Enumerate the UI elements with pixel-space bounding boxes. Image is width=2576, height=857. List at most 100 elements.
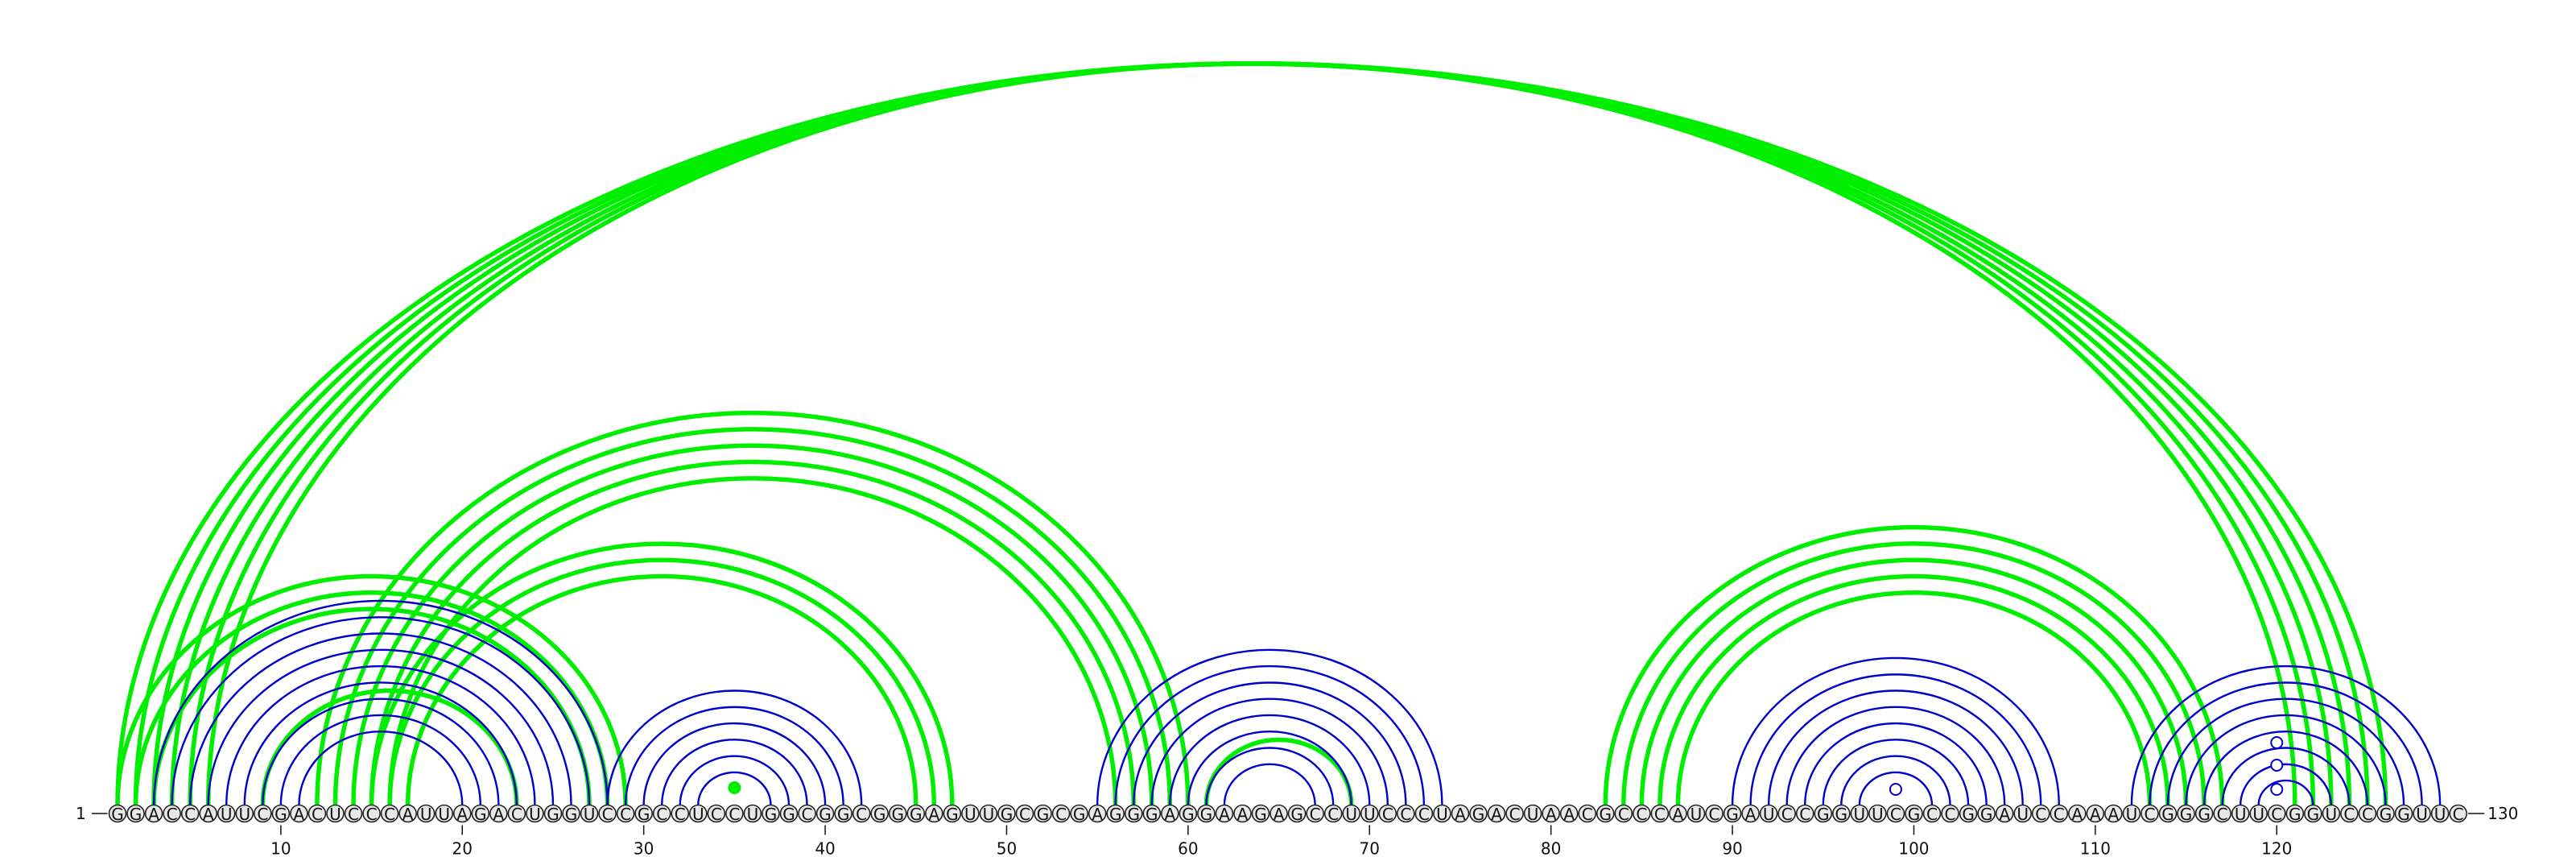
green-arc-9-23 (260, 688, 519, 805)
nucleotide-14: C (348, 805, 359, 824)
nucleotide-110: A (2090, 805, 2101, 824)
nucleotide-117: C (2217, 805, 2228, 824)
green-arc-84-116 (1621, 541, 2207, 805)
tick-label-90: 90 (1722, 839, 1742, 857)
nucleotide-127: G (2397, 805, 2410, 824)
nucleotide-105: A (1999, 805, 2010, 824)
green-arc-17-45 (405, 573, 919, 805)
nucleotide-125: C (2362, 805, 2373, 824)
nucleotide-76: G (1472, 805, 1485, 824)
green-arc-87-113 (1675, 590, 2153, 805)
nucleotide-59: A (1164, 805, 1175, 824)
nucleotide-circle-33 (688, 804, 708, 823)
nucleotide-circle-58 (1142, 804, 1162, 823)
nucleotide-18: U (420, 805, 432, 824)
blue-arc-28-42 (606, 689, 863, 805)
nucleotide-66: G (1290, 805, 1303, 824)
nucleotide-106: U (2017, 805, 2029, 824)
nucleotide-12: C (312, 805, 323, 824)
backbone: 1 130 (76, 804, 2518, 823)
nucleotide-9: C (257, 805, 268, 824)
nucleotide-circle-121 (2285, 804, 2305, 823)
green-arc-1-126 (115, 61, 2388, 805)
nucleotide-circle-97 (1850, 804, 1869, 823)
nucleotide-circle-29 (616, 804, 635, 823)
nucleotide-circle-114 (2158, 804, 2178, 823)
nucleotide-46: A (928, 805, 939, 824)
nucleotide-circle-3 (144, 804, 163, 823)
nucleotide-circle-126 (2376, 804, 2395, 823)
green-arc-1-29 (115, 573, 628, 805)
blue-arc-115-126 (2185, 714, 2387, 805)
nucleotide-55: A (1092, 805, 1103, 824)
nucleotide-17: A (402, 805, 414, 824)
nucleotide-119: U (2252, 805, 2264, 824)
nucleotide-42: C (856, 805, 867, 824)
nucleotide-22: A (493, 805, 504, 824)
nucleotide-circle-71 (1378, 804, 1397, 823)
nucleotide-circle-68 (1323, 804, 1343, 823)
nucleotide-circle-93 (1777, 804, 1796, 823)
nucleotide-circle-100 (1905, 804, 1923, 823)
nucleotide-circle-45 (906, 804, 926, 823)
nucleotide-99: C (1890, 805, 1901, 824)
green-arc-16-56 (387, 476, 1118, 805)
nucleotide-29: C (620, 805, 631, 824)
nucleotide-circle-36 (743, 804, 762, 823)
blue-arc-91-107 (1749, 673, 2042, 805)
blue-arc-60-69 (1187, 731, 1352, 805)
blue-arc-5-26 (188, 632, 572, 805)
nucleotide-circle-9 (254, 804, 272, 823)
nucleotide-130: C (2453, 805, 2464, 824)
tick-label-100: 100 (1898, 839, 1929, 857)
nucleotide-36: U (747, 805, 759, 824)
nucleotide-circle-119 (2249, 804, 2268, 823)
nucleotide-56: G (1109, 805, 1122, 824)
nucleotide-86: C (1654, 805, 1666, 824)
nucleotide-34: C (711, 805, 722, 824)
nucleotide-85: C (1636, 805, 1647, 824)
nucleotide-circle-6 (199, 804, 218, 823)
nucleotide-circle-8 (235, 804, 254, 823)
nucleotide-95: G (1817, 805, 1830, 824)
nucleotide-97: U (1854, 805, 1866, 824)
nucleotide-circle-88 (1686, 804, 1706, 823)
nucleotide-circle-46 (925, 804, 943, 823)
tick-label-10: 10 (270, 839, 291, 857)
nucleotide-circle-17 (398, 804, 417, 823)
nucleotide-102: C (1945, 805, 1956, 824)
nucleotide-60: G (1182, 805, 1195, 824)
nucleotide-circle-104 (1977, 804, 1996, 823)
nucleotide-circle-55 (1088, 804, 1107, 823)
nucleotide-circle-117 (2213, 804, 2231, 823)
nucleotide-40: G (819, 805, 832, 824)
nucleotide-circle-116 (2194, 804, 2214, 823)
blue-arc-119-122 (2257, 779, 2314, 805)
green-arc-13-59 (332, 427, 1173, 805)
nucleotide-circle-1 (108, 804, 127, 823)
blue-arc-114-127 (2166, 698, 2405, 805)
blue-arc-96-102 (1840, 755, 1951, 805)
nucleotide-circle-59 (1161, 804, 1179, 823)
nucleotide-circle-85 (1633, 804, 1651, 823)
nucleotide-circle-11 (290, 804, 308, 823)
nucleotide-121: G (2289, 805, 2301, 824)
nucleotide-circle-109 (2068, 804, 2087, 823)
nucleotide-circle-125 (2358, 804, 2377, 823)
nucleotide-circle-92 (1759, 804, 1778, 823)
nucleotide-27: U (584, 805, 596, 824)
nucleotide-20: A (456, 805, 468, 824)
blue-arc-30-40 (642, 722, 827, 805)
green-arc-85-115 (1639, 557, 2189, 805)
nucleotide-41: G (837, 805, 850, 824)
nucleotide-62: A (1219, 805, 1230, 824)
nucleotide-circle-103 (1959, 804, 1978, 823)
nucleotide-122: G (2307, 805, 2320, 824)
nucleotide-circle-87 (1669, 804, 1687, 823)
nucleotide-108: C (2054, 805, 2065, 824)
nucleotide-73: C (1418, 805, 1430, 824)
nucleotide-81: A (1563, 805, 1575, 824)
nucleotide-13: U (329, 805, 341, 824)
nucleotide-circle-14 (344, 804, 363, 823)
nucleotide-126: G (2380, 805, 2392, 824)
